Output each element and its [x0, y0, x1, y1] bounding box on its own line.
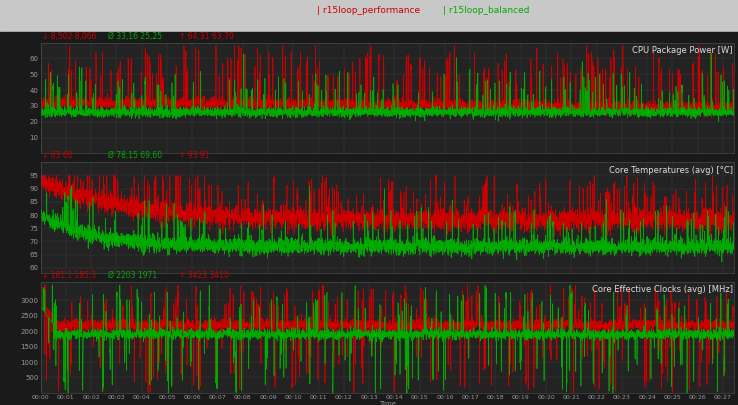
Text: Ø 33,16 25,25: Ø 33,16 25,25	[108, 32, 162, 40]
Text: Core Temperatures (avg) [°C]: Core Temperatures (avg) [°C]	[609, 166, 733, 175]
Text: | r15loop_balanced: | r15loop_balanced	[443, 6, 529, 15]
Text: ↑ 64,31 63,70: ↑ 64,31 63,70	[179, 32, 233, 40]
Text: Ø 78,15 69,60: Ø 78,15 69,60	[108, 151, 162, 160]
Text: | r15loop_performance: | r15loop_performance	[317, 6, 421, 15]
Text: Core Effective Clocks (avg) [MHz]: Core Effective Clocks (avg) [MHz]	[592, 285, 733, 294]
Text: ↑ 3423 3410: ↑ 3423 3410	[179, 271, 229, 280]
Text: ↓ 63 60: ↓ 63 60	[42, 151, 72, 160]
Text: CPU Package Power [W]: CPU Package Power [W]	[632, 46, 733, 55]
Text: Ø 2203 1971: Ø 2203 1971	[108, 271, 158, 280]
Text: ↓ 8,502 8,066: ↓ 8,502 8,066	[42, 32, 97, 40]
Text: ↓ 181,1 185,3: ↓ 181,1 185,3	[42, 271, 96, 280]
X-axis label: Time: Time	[379, 401, 396, 405]
Text: ↑ 93 91: ↑ 93 91	[179, 151, 209, 160]
